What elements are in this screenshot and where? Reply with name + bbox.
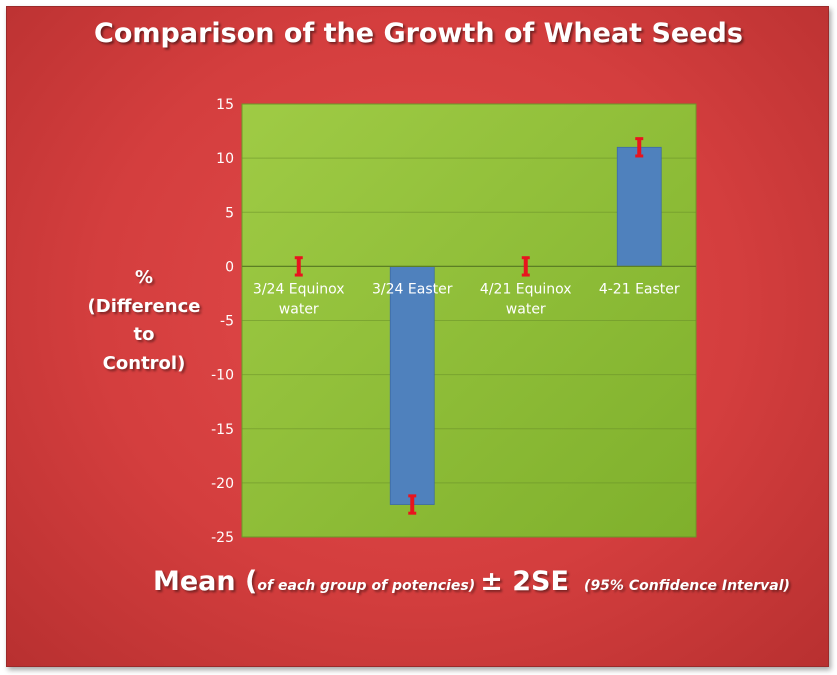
y-tick-label: 15: [216, 97, 234, 113]
bar: [616, 146, 662, 267]
category-label: 3/24 Easter: [372, 281, 453, 297]
error-bars: [294, 137, 644, 515]
y-tick-label: 5: [225, 205, 234, 221]
category-labels: 3/24 Equinox water 3/24 Easter 4/21 Equinox…: [253, 281, 680, 317]
category-label: water: [506, 301, 546, 317]
x-axis-caption: Mean (of each group of potencies) ± 2SE …: [153, 566, 790, 597]
caption-prefix: Mean (: [153, 566, 258, 597]
caption-suffix: ± 2SE: [480, 566, 569, 597]
y-axis-label-line: to: [133, 324, 155, 345]
category-label: 4/21 Equinox: [480, 281, 572, 297]
bar: [389, 265, 435, 505]
y-axis: 15 10 5 0 -5 -10 -15 -20 -25: [211, 97, 234, 546]
bars: [389, 146, 662, 505]
caption-note: (95% Confidence Interval): [584, 578, 790, 594]
y-tick-label: -20: [211, 476, 234, 492]
y-axis-label-line: (Difference: [87, 295, 201, 317]
category-label: 3/24 Equinox: [253, 281, 345, 297]
y-tick-label: -15: [211, 422, 234, 438]
y-tick-label: 10: [216, 151, 234, 167]
y-tick-label: -10: [211, 368, 234, 384]
chart-title: Comparison of the Growth of Wheat Seeds: [94, 18, 743, 49]
y-axis-label-line: %: [134, 267, 154, 288]
category-label: water: [279, 301, 319, 317]
y-tick-label: -25: [211, 530, 234, 546]
category-label: 4-21 Easter: [599, 281, 680, 297]
y-tick-label: 0: [225, 259, 234, 275]
y-axis-label: % (Difference to Control): [75, 264, 213, 378]
y-axis-label-line: Control): [102, 352, 186, 374]
caption-italic: of each group of potencies): [257, 578, 476, 594]
y-tick-label: -5: [220, 314, 234, 330]
